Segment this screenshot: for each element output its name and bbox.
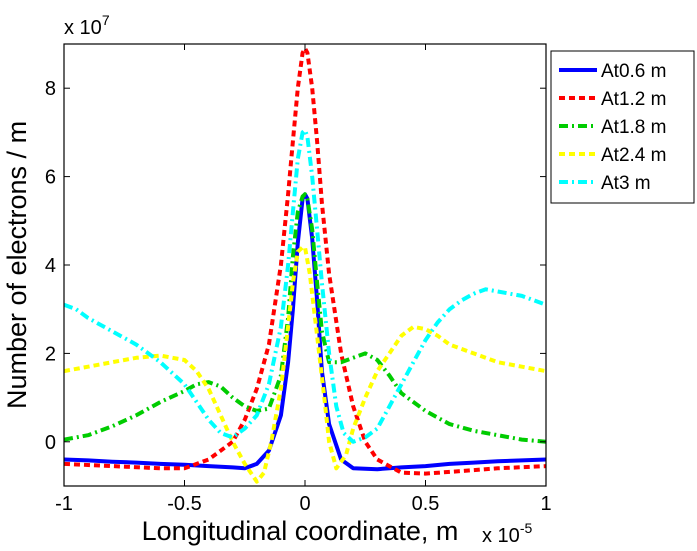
series-line-5 <box>64 128 546 444</box>
x-tick-label-0: -1 <box>55 493 73 515</box>
series-line-4 <box>64 245 546 484</box>
x-exponent: x 10-5 <box>482 520 532 547</box>
y-tick-label-0: 0 <box>45 432 56 454</box>
y-tick-label-2: 4 <box>45 255 56 277</box>
x-exponent-base: x 10 <box>482 525 520 547</box>
legend-label-2: At1.2 m <box>601 89 666 110</box>
x-tick-label-4: 1 <box>540 493 551 515</box>
series-layer <box>64 46 546 484</box>
x-axis-label: Longitudinal coordinate, m <box>142 516 459 546</box>
y-axis-label: Number of electrons / m <box>2 121 32 409</box>
y-exponent: x 107 <box>64 12 110 39</box>
y-tick-label-3: 6 <box>45 167 56 189</box>
y-tick-label-1: 2 <box>45 343 56 365</box>
y-exponent-power: 7 <box>102 12 110 28</box>
legend-box <box>550 50 695 204</box>
series-line-3 <box>64 192 546 444</box>
legend-label-3: At1.8 m <box>601 117 666 138</box>
y-tick-label-4: 8 <box>45 78 56 100</box>
x-exponent-power: -5 <box>520 520 533 536</box>
x-tick-label-1: -0.5 <box>167 493 201 515</box>
legend-label-1: At0.6 m <box>601 61 666 82</box>
ticks-layer: -1 -0.5 0 0.5 1 0 2 4 6 8 <box>45 44 552 515</box>
x-tick-label-2: 0 <box>299 493 310 515</box>
y-exponent-base: x 10 <box>64 17 102 39</box>
legend: At0.6 m At1.2 m At1.8 m At2.4 m At3 m <box>550 50 695 204</box>
legend-label-5: At3 m <box>601 173 651 194</box>
x-tick-label-3: 0.5 <box>412 493 440 515</box>
legend-label-4: At2.4 m <box>601 145 666 166</box>
